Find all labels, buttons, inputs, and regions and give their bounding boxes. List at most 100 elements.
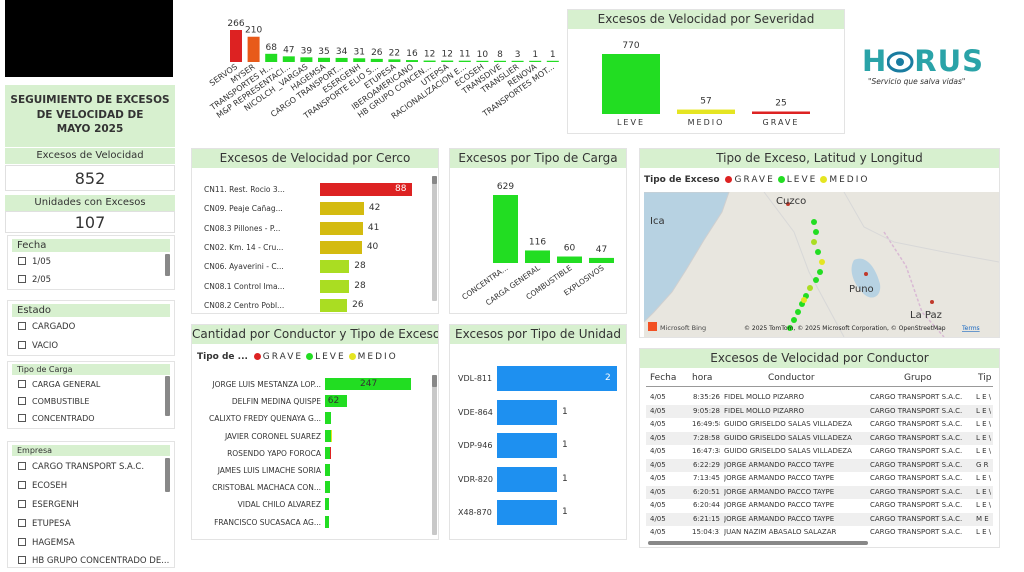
- table-row[interactable]: 4/05 16:47:38 GUIDO GRISELDO SALAS VILLADE…: [646, 445, 993, 458]
- conductor-bar-leve[interactable]: [325, 464, 330, 476]
- col-conductor[interactable]: Conductor: [768, 373, 815, 383]
- unidad-bar[interactable]: [497, 366, 617, 391]
- table-row[interactable]: 4/05 6:22:29 JORGE ARMANDO PACCO TAYPE CARG…: [646, 458, 993, 472]
- table-row[interactable]: 4/05 7:28:58 GUIDO GRISELDO SALAS VILLADEZ…: [646, 431, 993, 445]
- severidad-bar[interactable]: [752, 111, 810, 115]
- horus-tagline: "Servicio que salva vidas": [868, 77, 966, 86]
- table-row[interactable]: 4/05 8:35:26 FIDEL MOLLO PIZARRO CARGO TRAN…: [646, 391, 993, 404]
- cerco-bar[interactable]: [320, 221, 363, 235]
- table-cell: CARGO TRANSPORT S.A.C.: [870, 406, 963, 415]
- map-canvas[interactable]: Cuzco Ica Puno La Paz Microsoft Bing © 2…: [644, 192, 999, 337]
- empresa-bar[interactable]: [511, 60, 524, 62]
- empresa-bar[interactable]: [265, 53, 278, 62]
- empresa-bar[interactable]: [335, 57, 348, 62]
- empresa-bar[interactable]: [230, 30, 242, 62]
- table-row[interactable]: 4/05 15:04:31 JUAN NAZIM ABASALO SALAZAR CA…: [646, 526, 993, 539]
- cerco-scrollbar-track[interactable]: [432, 176, 437, 301]
- checkbox-concentrado[interactable]: CONCENTRADO: [18, 414, 95, 423]
- carga-bar[interactable]: [525, 250, 550, 263]
- checkbox-empresa-1[interactable]: CARGO TRANSPORT S.A.C.: [18, 462, 144, 472]
- table-row[interactable]: 4/05 9:05:28 FIDEL MOLLO PIZARRO CARGO TRAN…: [646, 404, 993, 418]
- carga-bar[interactable]: [493, 195, 518, 263]
- empresa-bar[interactable]: [423, 60, 436, 62]
- empresa-bar[interactable]: [441, 60, 454, 62]
- checkbox-estado-cargado[interactable]: CARGADO: [18, 322, 75, 332]
- severidad-bar[interactable]: [602, 54, 660, 114]
- conductor-scrollbar-track[interactable]: [432, 375, 437, 535]
- col-grupo[interactable]: Grupo: [904, 373, 932, 383]
- empresa-bar[interactable]: [388, 59, 401, 62]
- cerco-bar[interactable]: [320, 298, 348, 312]
- cerco-bar[interactable]: [320, 240, 362, 254]
- slicer-empresa-scrollbar[interactable]: [165, 458, 170, 492]
- unidad-bar[interactable]: [497, 433, 557, 458]
- unidad-bar[interactable]: [497, 399, 557, 425]
- empresa-bar[interactable]: [353, 58, 366, 62]
- cerco-scrollbar-thumb[interactable]: [432, 176, 437, 184]
- table-row[interactable]: 4/05 6:20:51 JORGE ARMANDO PACCO TAYPE CARG…: [646, 485, 993, 499]
- carga-bar[interactable]: [589, 257, 614, 263]
- col-fecha[interactable]: Fecha: [650, 373, 677, 383]
- carga-bar[interactable]: [557, 256, 582, 263]
- checkbox-empresa-3[interactable]: ESERGENH: [18, 500, 79, 510]
- checkbox-empresa-6[interactable]: HB GRUPO CONCENTRADO DE...: [18, 556, 169, 566]
- map-title: Tipo de Exceso, Latitud y Longitud: [640, 149, 999, 168]
- checkbox-fecha-1[interactable]: 1/05: [18, 257, 51, 267]
- conductor-bar-leve[interactable]: [325, 481, 330, 494]
- conductor-bar-leve[interactable]: [325, 412, 331, 425]
- table-h-scrollbar[interactable]: [648, 541, 868, 545]
- checkbox-fecha-2[interactable]: 2/05: [18, 275, 51, 285]
- empresa-bar[interactable]: [494, 60, 506, 62]
- severidad-bar[interactable]: [677, 109, 735, 114]
- table-cell: 9:05:28: [693, 406, 720, 415]
- col-hora[interactable]: hora: [692, 373, 713, 383]
- cerco-bar[interactable]: [320, 202, 364, 216]
- conductor-bar-leve[interactable]: [325, 446, 330, 459]
- empresa-bar[interactable]: [318, 57, 330, 62]
- conductor-bar-leve[interactable]: [325, 378, 411, 390]
- empresa-bar[interactable]: [458, 60, 471, 62]
- checkbox-carga-general[interactable]: CARGA GENERAL: [18, 380, 100, 389]
- table-row[interactable]: 4/05 6:20:44 JORGE ARMANDO PACCO TAYPE CARG…: [646, 499, 993, 512]
- conductor-bar-grave[interactable]: [329, 446, 332, 459]
- checkbox-empresa-2[interactable]: ECOSEH: [18, 481, 67, 491]
- slicer-tipo-carga-scrollbar[interactable]: [165, 376, 170, 416]
- empresa-bar[interactable]: [476, 60, 489, 62]
- table-row[interactable]: 4/05 6:21:15 JORGE ARMANDO PACCO TAYPE CARG…: [646, 512, 993, 526]
- table-row[interactable]: 4/05 16:49:58 GUIDO GRISELDO SALAS VILLADE…: [646, 418, 993, 431]
- unidad-bar[interactable]: [497, 500, 557, 525]
- empresa-bar[interactable]: [529, 60, 542, 62]
- conductor-bar-medio[interactable]: [330, 429, 333, 442]
- checkbox-combustible[interactable]: COMBUSTIBLE: [18, 397, 89, 406]
- empresa-bar[interactable]: [247, 36, 260, 62]
- checkbox-empresa-4[interactable]: ETUPESA: [18, 519, 71, 529]
- conductor-bar-leve[interactable]: [325, 429, 331, 442]
- conductor-bar-leve[interactable]: [325, 515, 330, 528]
- table-cell: L E \: [976, 406, 992, 415]
- carga-category-label: CARGA GENERAL: [484, 263, 542, 308]
- conductor-scrollbar-thumb[interactable]: [432, 375, 437, 387]
- table-cell: 16:49:58: [692, 420, 720, 428]
- slicer-fecha-scrollbar[interactable]: [165, 254, 170, 276]
- table-row[interactable]: 4/05 7:13:45 JORGE ARMANDO PACCO TAYPE CARG…: [646, 472, 993, 485]
- horus-logo-text: H RUS: [862, 44, 985, 78]
- cerco-bar[interactable]: [320, 260, 350, 274]
- empresa-bar[interactable]: [370, 58, 383, 62]
- map-terms-link[interactable]: Terms: [961, 325, 980, 332]
- cerco-bar[interactable]: [320, 183, 412, 196]
- empresa-bar[interactable]: [300, 57, 313, 62]
- empresa-bar[interactable]: [546, 60, 559, 62]
- empresa-bar[interactable]: [406, 60, 418, 62]
- col-tipo[interactable]: Tip: [978, 373, 992, 383]
- empresa-bar[interactable]: [282, 56, 295, 62]
- checkbox-estado-vacio[interactable]: VACIO: [18, 341, 58, 351]
- cerco-category-label: CN08.3 Pillones - P...: [204, 223, 281, 233]
- cerco-bar[interactable]: [320, 279, 350, 293]
- unidad-category-label: VDL-811: [458, 374, 493, 383]
- unidad-bar[interactable]: [497, 466, 557, 492]
- slicer-estado-title: Estado: [12, 304, 170, 317]
- checkbox-empresa-5[interactable]: HAGEMSA: [18, 538, 75, 548]
- conductor-bar-leve[interactable]: [325, 498, 330, 511]
- conductor-bar-leve[interactable]: [325, 395, 347, 408]
